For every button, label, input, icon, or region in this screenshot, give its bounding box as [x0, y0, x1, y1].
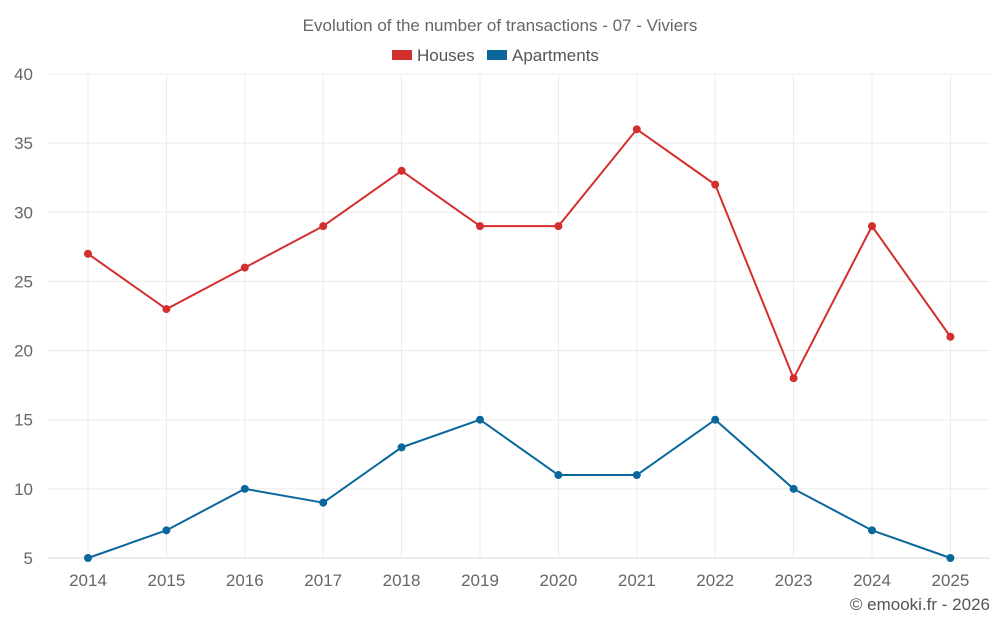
series-apartments — [84, 415, 955, 562]
data-point-houses[interactable] — [84, 249, 92, 258]
data-point-apartments[interactable] — [240, 484, 249, 493]
y-tick-label: 15 — [14, 411, 33, 430]
x-tick-label: 2023 — [775, 571, 813, 590]
chart-title: Evolution of the number of transactions … — [303, 16, 698, 35]
data-point-houses[interactable] — [397, 166, 406, 175]
x-tick-label: 2017 — [304, 571, 342, 590]
y-tick-label: 20 — [14, 342, 33, 361]
data-point-houses[interactable] — [240, 263, 249, 272]
x-tick-label: 2024 — [853, 571, 891, 590]
data-point-apartments[interactable] — [476, 415, 484, 424]
data-point-apartments[interactable] — [868, 526, 876, 535]
legend-label-apartments: Apartments — [512, 46, 599, 65]
grid — [48, 73, 990, 559]
data-point-houses[interactable] — [554, 222, 563, 231]
x-tick-label: 2014 — [69, 571, 107, 590]
data-point-houses[interactable] — [868, 222, 876, 231]
data-point-houses[interactable] — [789, 374, 798, 383]
legend-label-houses: Houses — [417, 46, 475, 65]
x-tick-label: 2022 — [696, 571, 734, 590]
legend-item-houses[interactable]: Houses — [392, 46, 475, 65]
data-point-apartments[interactable] — [319, 498, 328, 507]
y-tick-label: 40 — [14, 65, 33, 84]
data-point-houses[interactable] — [946, 332, 955, 341]
y-tick-label: 10 — [14, 480, 33, 499]
data-point-apartments[interactable] — [632, 471, 641, 480]
legend-item-apartments[interactable]: Apartments — [487, 46, 599, 65]
series — [84, 125, 955, 562]
data-point-houses[interactable] — [476, 222, 484, 231]
series-houses — [84, 125, 955, 383]
x-tick-label: 2019 — [461, 571, 499, 590]
x-tick-label: 2021 — [618, 571, 656, 590]
data-point-houses[interactable] — [711, 180, 720, 189]
y-tick-label: 35 — [14, 134, 33, 153]
data-point-apartments[interactable] — [554, 471, 563, 480]
x-tick-label: 2016 — [226, 571, 264, 590]
data-point-houses[interactable] — [632, 125, 641, 134]
legend: Houses Apartments — [392, 46, 599, 65]
y-tick-label: 5 — [24, 549, 33, 568]
x-axis: 2014 2015 2016 2017 2018 2019 2020 2021 2022 2023… — [48, 557, 990, 590]
data-point-apartments[interactable] — [162, 526, 171, 535]
data-point-apartments[interactable] — [946, 554, 955, 562]
data-point-apartments[interactable] — [711, 415, 720, 424]
y-tick-label: 25 — [14, 272, 33, 291]
x-tick-label: 2025 — [931, 571, 969, 590]
data-point-apartments[interactable] — [84, 554, 92, 562]
data-point-houses[interactable] — [319, 222, 328, 231]
data-point-houses[interactable] — [162, 305, 171, 314]
y-axis: 5 10 15 20 25 30 35 40 — [14, 65, 33, 568]
data-point-apartments[interactable] — [789, 484, 798, 493]
x-tick-label: 2020 — [539, 571, 577, 590]
x-tick-label: 2015 — [147, 571, 185, 590]
y-tick-label: 30 — [14, 203, 33, 222]
series-line-houses — [87, 128, 952, 380]
data-point-apartments[interactable] — [397, 443, 406, 452]
legend-swatch-apartments — [487, 50, 507, 60]
legend-swatch-houses — [392, 50, 412, 60]
x-tick-label: 2018 — [383, 571, 421, 590]
credit: © emooki.fr - 2026 — [850, 595, 990, 614]
series-line-apartments — [87, 418, 951, 559]
